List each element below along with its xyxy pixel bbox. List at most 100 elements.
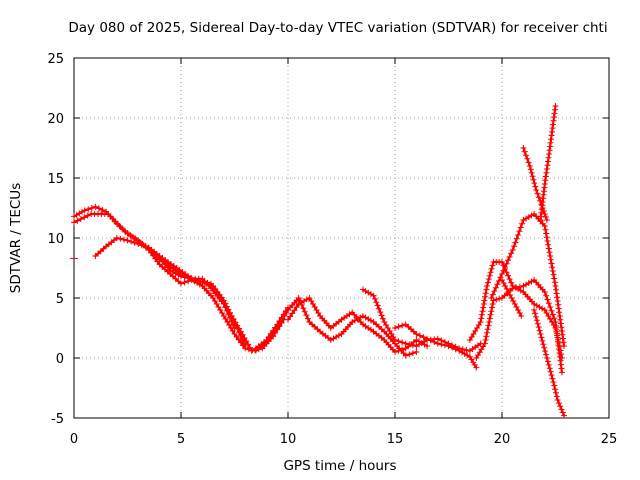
series-line [94,236,247,348]
data-point-marker [452,346,459,353]
data-point-marker [482,337,489,343]
data-point-marker [529,173,536,180]
data-point-marker [534,190,541,197]
series-arc-l [499,277,525,319]
data-point-marker [544,238,551,244]
data-point-marker [371,295,378,302]
data-point-marker [427,337,434,344]
data-point-marker [81,207,88,214]
data-point-marker [416,332,423,339]
data-point-marker [242,343,249,349]
x-tick-label: 20 [494,432,511,447]
data-point-marker [378,312,385,319]
data-point-marker [484,283,491,289]
data-point-marker [95,205,102,212]
data-point-marker [185,274,192,281]
y-tick-label: 0 [56,352,64,367]
data-point-marker [484,326,491,333]
data-point-marker [532,183,539,190]
data-point-marker [484,329,491,336]
data-point-marker [509,285,516,292]
data-point-marker [392,325,398,331]
data-point-marker [528,169,535,176]
data-point-marker [248,347,255,354]
data-point-marker [557,403,564,410]
data-point-marker [374,302,381,309]
data-point-marker [228,318,235,325]
data-point-marker [543,217,550,223]
data-point-marker [551,315,558,322]
data-point-marker [541,211,548,217]
data-point-marker [506,276,513,283]
data-point-marker [508,279,515,286]
data-point-marker [487,311,494,318]
series-arc-o [531,307,568,419]
data-point-marker [532,310,539,317]
data-point-marker [537,331,544,337]
series-arc-n [537,103,559,223]
data-point-marker [540,341,547,348]
data-point-marker [561,412,568,419]
data-point-marker [399,346,406,353]
data-point-marker [495,277,502,284]
data-point-marker [545,241,552,248]
y-tick-label: 10 [47,232,64,247]
series-arc-g [359,286,484,354]
data-point-marker [544,358,551,365]
data-point-marker [547,304,554,310]
data-point-marker [399,339,406,346]
data-point-marker [413,331,420,337]
data-point-marker [181,279,188,286]
data-point-marker [81,214,88,221]
data-point-marker [539,337,546,344]
data-point-marker [511,243,518,250]
data-point-marker [549,268,556,274]
series-arc-c [92,235,249,349]
data-point-marker [409,342,416,349]
data-point-marker [178,271,184,277]
y-tick-label: 20 [47,112,64,127]
data-point-marker [494,281,501,288]
data-point-marker [545,361,552,368]
data-point-marker [178,280,184,287]
data-point-marker [530,176,537,183]
data-point-marker [547,253,554,259]
data-point-marker [377,309,384,316]
data-point-marker [181,272,188,279]
data-point-marker [289,310,296,317]
data-point-marker [441,342,448,349]
data-point-marker [370,292,377,299]
data-point-marker [558,406,565,413]
data-point-marker [402,340,409,347]
data-point-marker [488,265,495,272]
data-point-marker [549,375,556,382]
data-point-marker [477,319,484,325]
data-point-marker [516,228,523,235]
series-arc-e [252,295,420,359]
data-point-marker [379,315,386,322]
data-point-marker [553,290,560,297]
data-point-marker [503,269,510,276]
data-point-marker [226,314,233,321]
data-point-marker [489,291,496,298]
data-point-marker [229,321,236,328]
data-point-marker [445,343,452,349]
data-point-marker [406,351,413,358]
data-point-marker [293,304,300,311]
data-point-marker [488,295,495,301]
data-point-marker [303,312,310,319]
data-point-marker [535,324,542,331]
data-point-marker [500,267,507,274]
series-arc-m [520,145,550,223]
data-point-marker [548,372,555,379]
data-point-marker [300,305,307,312]
data-point-marker [559,409,566,416]
data-point-marker [486,315,493,322]
data-point-marker [527,166,534,173]
data-point-marker [551,279,558,286]
data-point-marker [538,334,545,341]
y-tick-label: 25 [47,52,64,67]
data-point-marker [549,264,556,271]
data-point-marker [544,296,551,303]
